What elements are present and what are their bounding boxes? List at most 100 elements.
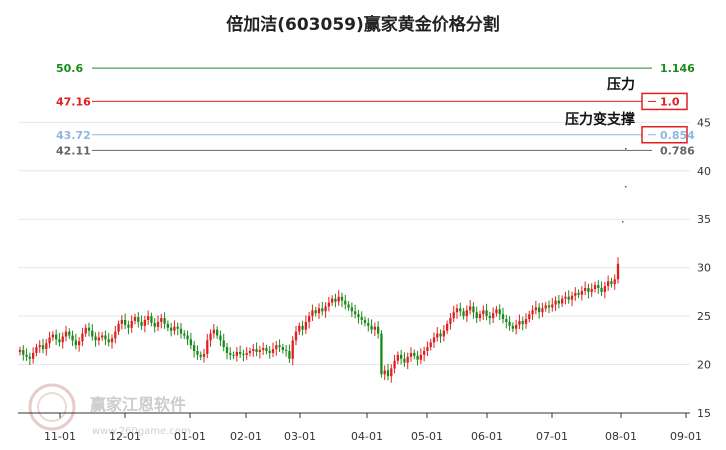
candle-body	[587, 288, 590, 292]
candle-body	[357, 314, 360, 318]
candle-body	[432, 337, 436, 343]
y-tick-label: 35	[697, 213, 711, 226]
candle-body	[380, 333, 383, 375]
x-tick-label: 01-01	[174, 430, 206, 443]
candle-body	[307, 316, 311, 322]
candle-body	[416, 355, 419, 360]
candle-body	[482, 310, 485, 315]
y-tick-label: 45	[697, 116, 711, 129]
candle-body	[324, 306, 327, 312]
candle-body	[77, 341, 81, 346]
candle-body	[278, 345, 281, 348]
candle-body	[616, 263, 620, 280]
candle-body	[18, 350, 22, 352]
candle-body	[327, 302, 331, 307]
candle-body	[156, 321, 160, 327]
candle-body	[603, 286, 607, 292]
candle-body	[133, 317, 137, 321]
candle-body	[38, 345, 41, 348]
candle-body	[426, 347, 429, 351]
x-tick-label: 05-01	[411, 430, 443, 443]
x-tick-label: 04-01	[351, 430, 383, 443]
watermark-logo	[28, 383, 76, 431]
candle-body	[173, 326, 176, 331]
candle-body	[495, 309, 498, 314]
candle-body	[81, 333, 84, 342]
candle-body	[28, 356, 32, 359]
candle-body	[498, 309, 501, 315]
candle-body	[521, 320, 524, 324]
candle-body	[153, 322, 156, 327]
candle-body	[71, 335, 74, 341]
candle-body	[583, 288, 587, 291]
candle-body	[294, 331, 298, 341]
candle-body	[209, 333, 212, 341]
candle-body	[104, 335, 107, 340]
candle-body	[537, 307, 541, 313]
candle-body	[541, 308, 544, 313]
candle-body	[321, 308, 324, 312]
candle-body	[459, 308, 462, 312]
candle-body	[393, 360, 396, 369]
candle-body	[179, 328, 183, 334]
candle-body	[597, 285, 600, 289]
candle-body	[150, 316, 153, 323]
candle-body	[580, 290, 584, 295]
candle-body	[413, 352, 416, 356]
candle-body	[314, 310, 317, 314]
candle-body	[376, 326, 380, 334]
candle-body	[557, 300, 561, 304]
candle-body	[468, 306, 472, 311]
candle-body	[311, 310, 314, 317]
candle-body	[51, 334, 55, 338]
candle-body	[58, 339, 61, 343]
candle-body	[436, 333, 439, 338]
watermark: 赢家江恩软件 www.260game.com	[28, 383, 191, 437]
level-ratio-label: 1.0	[660, 95, 680, 108]
x-axis: 11-01 12-01 01-01 02-01 03-01 04-01 05-01 06-01…	[44, 413, 702, 443]
candle-body	[606, 281, 610, 287]
candle-body	[176, 326, 179, 329]
candle-body	[192, 345, 196, 351]
candle-body	[219, 335, 222, 341]
candlesticks	[18, 148, 627, 383]
candle-body	[567, 296, 570, 300]
candle-body	[488, 316, 492, 319]
level-ratio-box	[641, 92, 688, 111]
candle-body	[202, 353, 206, 357]
grid-lines	[18, 121, 690, 414]
candle-body	[169, 327, 173, 331]
candle-body	[560, 298, 564, 304]
candle-body	[146, 316, 150, 320]
candle-body	[242, 353, 245, 355]
candle-body	[258, 350, 262, 352]
candle-body	[491, 313, 495, 319]
candle-body	[199, 354, 202, 357]
x-tick-label: 03-01	[284, 430, 316, 443]
candle-body	[54, 334, 58, 340]
candle-body	[547, 305, 551, 308]
candle-body	[94, 336, 97, 341]
candle-body	[373, 326, 377, 330]
level-annotations: 压力 压力变支撑	[565, 76, 635, 128]
candle-body	[577, 292, 580, 295]
candle-body	[337, 296, 340, 302]
candle-body	[472, 306, 475, 313]
candle-body	[25, 354, 28, 357]
level-price-label: 50.6	[56, 62, 83, 75]
candle-body	[330, 298, 334, 303]
candle-body	[613, 279, 616, 285]
candle-body	[212, 329, 216, 334]
candle-body	[291, 340, 294, 359]
candle-body	[235, 351, 239, 356]
candle-body	[524, 319, 528, 324]
x-tick-label: 07-01	[536, 430, 568, 443]
candle-body	[403, 358, 406, 363]
candle-body	[406, 356, 409, 363]
candle-body	[396, 354, 400, 361]
candle-body	[186, 335, 189, 340]
candle-body	[22, 350, 25, 355]
candle-body	[347, 304, 350, 308]
candle-body	[334, 298, 337, 302]
projection-dot	[622, 221, 624, 223]
